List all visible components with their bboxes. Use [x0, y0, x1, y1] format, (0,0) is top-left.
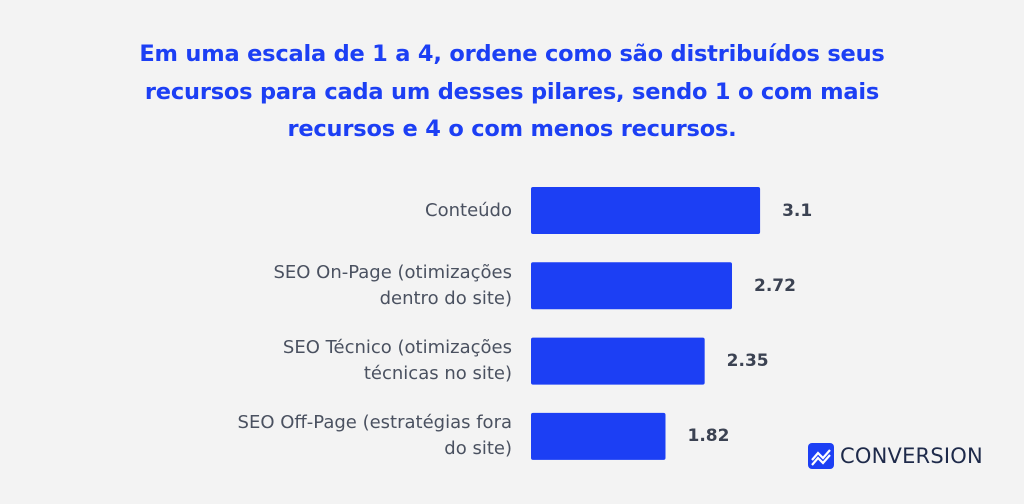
value-label: 2.72 [754, 275, 796, 296]
brand-name: CONVERSION [840, 444, 983, 468]
logo-line [811, 454, 831, 466]
brand-logo [808, 443, 834, 469]
category-label: SEO Técnico (otimizações técnicas no sit… [282, 337, 512, 385]
bar [531, 262, 733, 310]
bar [531, 412, 666, 460]
value-label: 1.82 [687, 426, 730, 447]
category-label: SEO On-Page (otimizações dentro do site) [273, 261, 512, 309]
bar [531, 337, 705, 385]
category-label: SEO Off-Page (estratégias fora do site) [237, 412, 512, 460]
logo-line [811, 449, 831, 461]
chart-title: Em uma escala de 1 a 4, ordene como são … [139, 41, 885, 142]
category-label: Conteúdo [425, 199, 512, 221]
bar [531, 187, 761, 234]
value-label: 3.1 [782, 200, 813, 221]
value-label: 2.35 [726, 351, 769, 372]
